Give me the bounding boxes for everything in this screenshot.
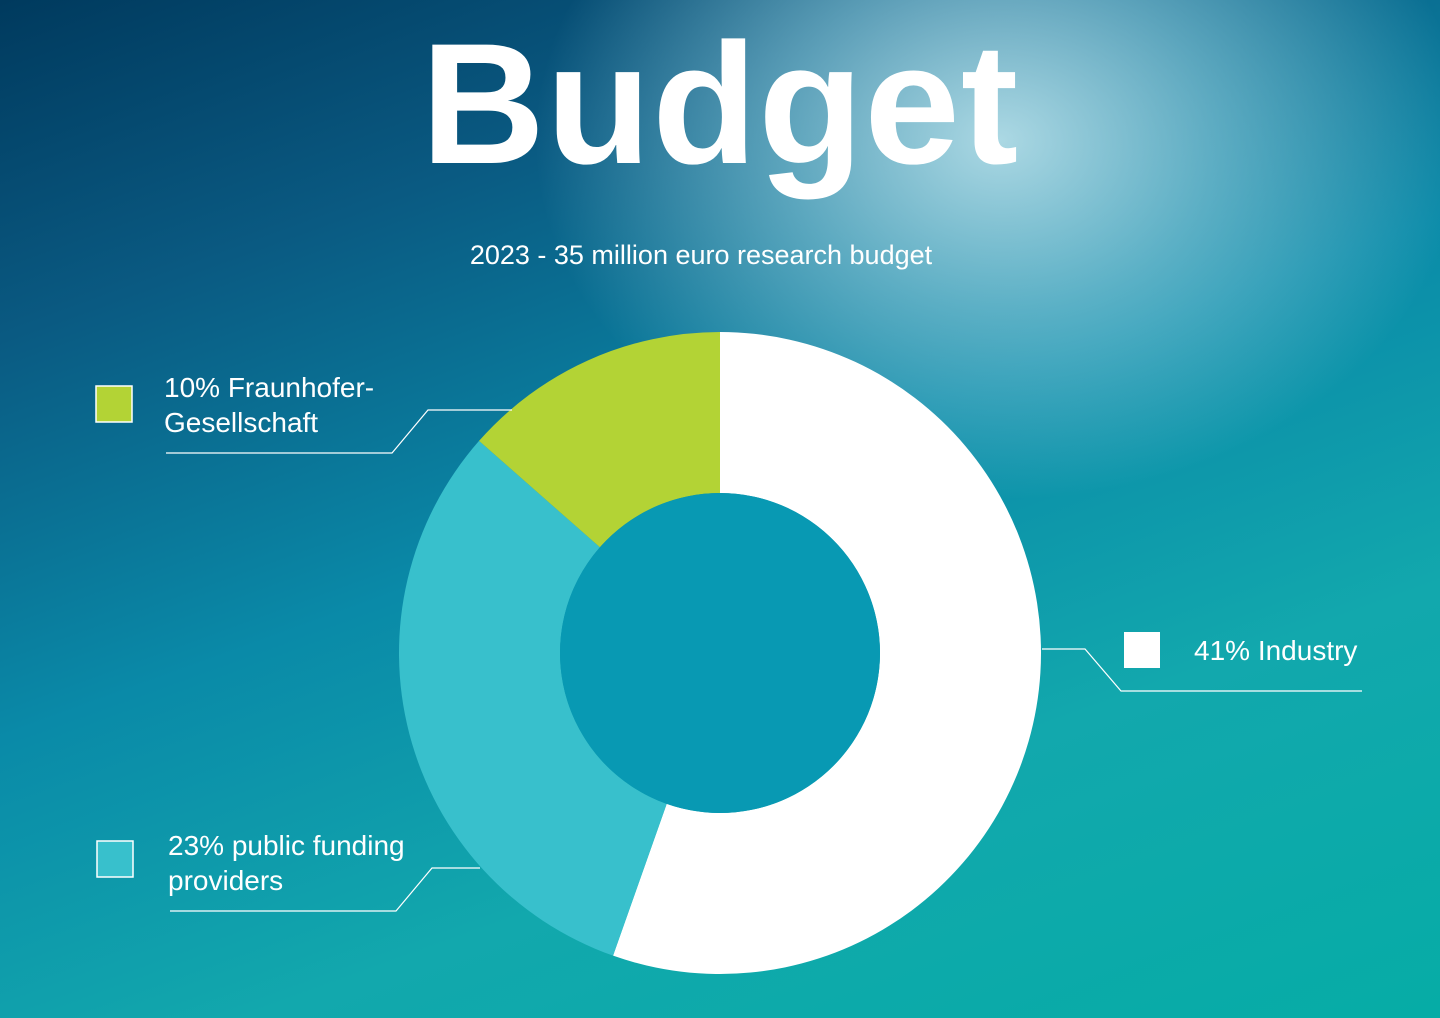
slice-fraunhofer (479, 332, 720, 548)
legend-label-public-funding: 23% public funding providers (168, 830, 405, 896)
leader-line-industry (1042, 648, 1362, 692)
donut-hole (560, 493, 880, 813)
legend-label-fraunhofer: 10% Fraunhofer- Gesellschaft (164, 372, 375, 438)
chart-subtitle: 2023 - 35 million euro research budget (469, 240, 933, 270)
slice-industry (613, 332, 1042, 975)
slice-public-funding (399, 440, 667, 956)
chart-title: Budget (420, 8, 1020, 200)
legend-label-industry: 41% Industry (1194, 635, 1358, 666)
legend-swatch-industry (1124, 632, 1160, 668)
leader-line-public-funding (170, 867, 480, 912)
legend-swatch-fraunhofer (95, 385, 133, 423)
legend-swatch-public-funding (96, 840, 134, 878)
leader-line-fraunhofer (166, 409, 512, 454)
